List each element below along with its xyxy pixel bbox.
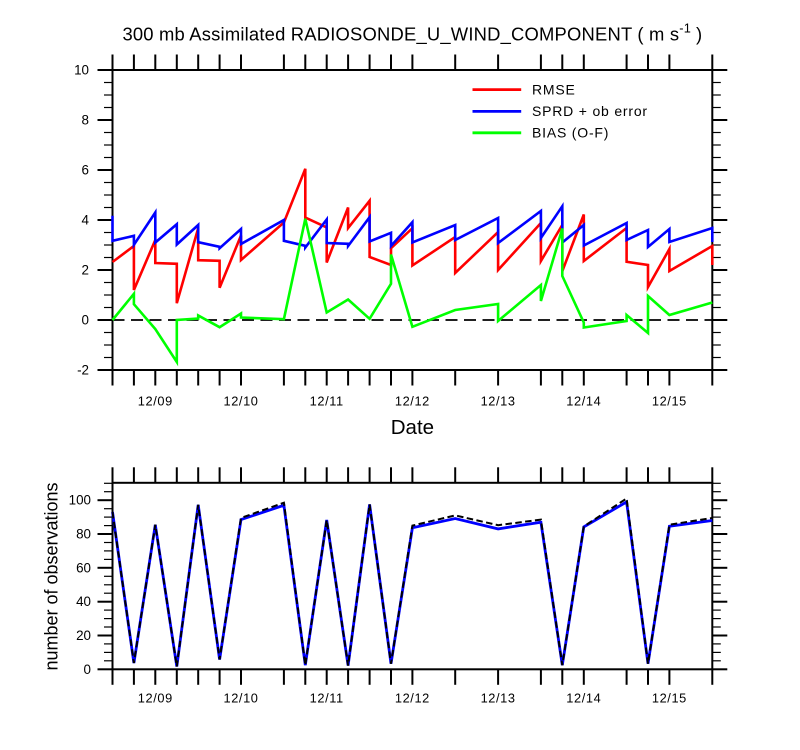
svg-text:12/14: 12/14: [566, 691, 601, 706]
svg-text:12/10: 12/10: [223, 691, 258, 706]
svg-text:4: 4: [82, 213, 90, 228]
svg-text:12/12: 12/12: [395, 394, 430, 409]
svg-text:40: 40: [76, 594, 91, 609]
svg-text:12/14: 12/14: [566, 394, 601, 409]
svg-text:12/11: 12/11: [310, 691, 344, 706]
svg-text:6: 6: [82, 163, 89, 178]
svg-text:8: 8: [82, 113, 89, 128]
svg-text:SPRD + ob error: SPRD + ob error: [532, 103, 648, 119]
svg-text:2: 2: [82, 263, 89, 278]
svg-text:RMSE: RMSE: [532, 81, 576, 97]
svg-text:20: 20: [76, 628, 91, 643]
svg-text:12/13: 12/13: [481, 691, 516, 706]
svg-text:12/09: 12/09: [138, 394, 173, 409]
svg-text:BIAS (O-F): BIAS (O-F): [532, 125, 609, 141]
svg-text:12/10: 12/10: [223, 394, 258, 409]
svg-text:60: 60: [76, 560, 91, 575]
svg-text:12/15: 12/15: [652, 691, 687, 706]
svg-text:Date: Date: [391, 416, 434, 439]
svg-text:12/13: 12/13: [481, 394, 516, 409]
svg-text:12/09: 12/09: [138, 691, 173, 706]
svg-text:-2: -2: [77, 363, 89, 378]
svg-text:0: 0: [82, 313, 89, 328]
svg-text:300 mb Assimilated RADIOSONDE_: 300 mb Assimilated RADIOSONDE_U_WIND_COM…: [122, 21, 702, 46]
svg-text:12/11: 12/11: [310, 394, 344, 409]
svg-text:0: 0: [84, 662, 91, 677]
svg-text:12/15: 12/15: [652, 394, 687, 409]
svg-text:10: 10: [74, 63, 89, 78]
svg-text:80: 80: [76, 527, 91, 542]
svg-text:100: 100: [69, 493, 91, 508]
svg-text:number of observations: number of observations: [42, 482, 62, 670]
svg-text:12/12: 12/12: [395, 691, 430, 706]
